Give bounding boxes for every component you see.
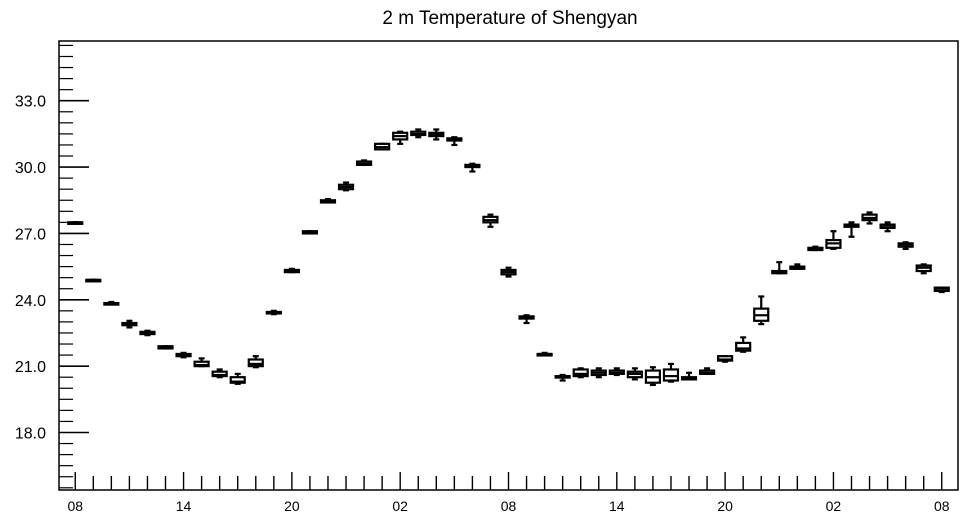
box-5 (157, 345, 174, 350)
box-41 (807, 245, 824, 252)
box-28 (572, 367, 589, 379)
box-17 (374, 142, 391, 151)
box-8 (211, 368, 228, 379)
plot-area-frame (58, 40, 959, 491)
box-iqr (247, 358, 264, 368)
x-tick-label: 02 (392, 498, 408, 514)
box-iqr (662, 368, 680, 382)
box-23 (482, 213, 499, 228)
box-25 (518, 314, 535, 325)
box-22 (464, 162, 481, 173)
box-14 (319, 198, 337, 204)
box-39 (771, 261, 788, 275)
box-iqr (735, 341, 752, 352)
box-iqr (717, 355, 734, 362)
box-45 (879, 221, 896, 233)
box-32 (644, 366, 662, 387)
box-0 (67, 221, 84, 225)
y-tick-label: 21.0 (15, 359, 46, 376)
box-19 (410, 128, 427, 139)
box-iqr (229, 376, 246, 384)
box-46 (897, 241, 914, 251)
x-tick-label: 02 (826, 498, 842, 514)
box-44 (861, 211, 878, 225)
x-tick-label: 20 (717, 498, 733, 514)
box-18 (392, 130, 409, 145)
box-47 (915, 263, 932, 275)
box-33 (662, 362, 680, 383)
box-6 (175, 351, 192, 359)
box-4 (139, 329, 156, 337)
box-1 (85, 278, 102, 283)
box-34 (680, 371, 698, 381)
box-2 (103, 300, 120, 306)
box-11 (265, 309, 282, 316)
box-13 (301, 230, 319, 235)
box-iqr (193, 360, 210, 368)
x-tick-label: 20 (284, 498, 300, 514)
box-12 (283, 267, 300, 274)
box-30 (608, 367, 625, 377)
x-tick-label: 08 (67, 498, 83, 514)
box-38 (753, 295, 770, 326)
box-3 (121, 319, 138, 329)
box-26 (536, 351, 553, 357)
box-21 (446, 136, 463, 147)
box-7 (193, 357, 210, 368)
y-tick-label: 27.0 (15, 226, 46, 243)
box-iqr (211, 370, 228, 378)
box-43 (843, 221, 860, 238)
box-27 (554, 373, 571, 382)
x-tick-label: 14 (609, 498, 625, 514)
y-tick-label: 24.0 (15, 293, 46, 310)
x-tick-label: 14 (176, 498, 192, 514)
x-tick-label: 08 (934, 498, 950, 514)
y-axis: 18.0 21.0 24.0 27.0 30.0 33.0 (15, 44, 89, 489)
box-series (67, 128, 950, 387)
box-15 (337, 181, 355, 192)
box-10 (247, 355, 264, 369)
box-40 (789, 263, 806, 270)
x-tick-label: 08 (501, 498, 517, 514)
chart-title: 2 m Temperature of Shengyan (382, 8, 637, 29)
x-axis: 08 14 20 02 08 14 20 02 08 (67, 472, 950, 514)
y-tick-label: 18.0 (15, 425, 46, 442)
box-36 (717, 355, 734, 363)
box-29 (590, 367, 607, 379)
box-iqr (572, 368, 589, 378)
box-24 (500, 266, 517, 278)
box-42 (825, 230, 842, 251)
y-tick-label: 33.0 (15, 94, 46, 111)
y-tick-label: 30.0 (15, 160, 46, 177)
box-20 (428, 128, 445, 141)
box-16 (355, 159, 373, 166)
box-35 (698, 367, 716, 375)
box-37 (735, 336, 752, 353)
box-31 (626, 367, 643, 381)
box-9 (229, 372, 246, 385)
box-48 (933, 286, 950, 294)
